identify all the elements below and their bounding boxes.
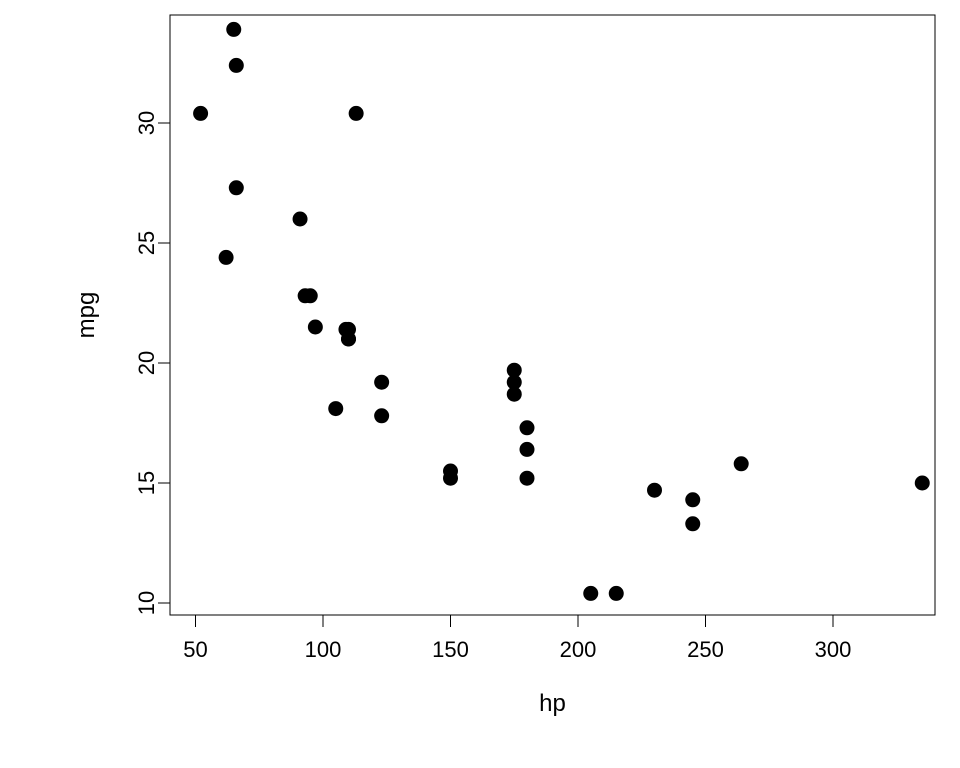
data-point bbox=[734, 456, 749, 471]
data-points bbox=[193, 22, 930, 601]
data-point bbox=[374, 375, 389, 390]
y-tick-label: 20 bbox=[134, 351, 159, 375]
data-point bbox=[219, 250, 234, 265]
x-tick-label: 100 bbox=[305, 637, 342, 662]
x-tick-label: 300 bbox=[815, 637, 852, 662]
data-point bbox=[338, 322, 353, 337]
data-point bbox=[520, 442, 535, 457]
data-point bbox=[520, 420, 535, 435]
y-axis-label: mpg bbox=[73, 292, 100, 339]
x-axis-label: hp bbox=[539, 690, 566, 717]
x-tick-label: 150 bbox=[432, 637, 469, 662]
y-tick-label: 10 bbox=[134, 591, 159, 615]
data-point bbox=[583, 586, 598, 601]
data-point bbox=[507, 363, 522, 378]
plot-box bbox=[170, 15, 935, 615]
x-tick-label: 250 bbox=[687, 637, 724, 662]
data-point bbox=[328, 401, 343, 416]
data-point bbox=[685, 492, 700, 507]
y-tick-label: 15 bbox=[134, 471, 159, 495]
data-point bbox=[915, 476, 930, 491]
data-point bbox=[647, 483, 662, 498]
data-point bbox=[520, 471, 535, 486]
data-point bbox=[685, 516, 700, 531]
data-point bbox=[374, 408, 389, 423]
data-point bbox=[293, 212, 308, 227]
y-tick-label: 25 bbox=[134, 231, 159, 255]
data-point bbox=[193, 106, 208, 121]
data-point bbox=[229, 58, 244, 73]
y-tick-label: 30 bbox=[134, 111, 159, 135]
data-point bbox=[349, 106, 364, 121]
data-point bbox=[308, 320, 323, 335]
data-point bbox=[443, 471, 458, 486]
x-tick-label: 200 bbox=[560, 637, 597, 662]
data-point bbox=[303, 288, 318, 303]
x-tick-label: 50 bbox=[183, 637, 207, 662]
data-point bbox=[229, 180, 244, 195]
scatter-chart: 50 100 150 200 250 300 hp 10 15 20 25 30 mpg bbox=[0, 0, 960, 768]
data-point bbox=[226, 22, 241, 37]
data-point bbox=[609, 586, 624, 601]
